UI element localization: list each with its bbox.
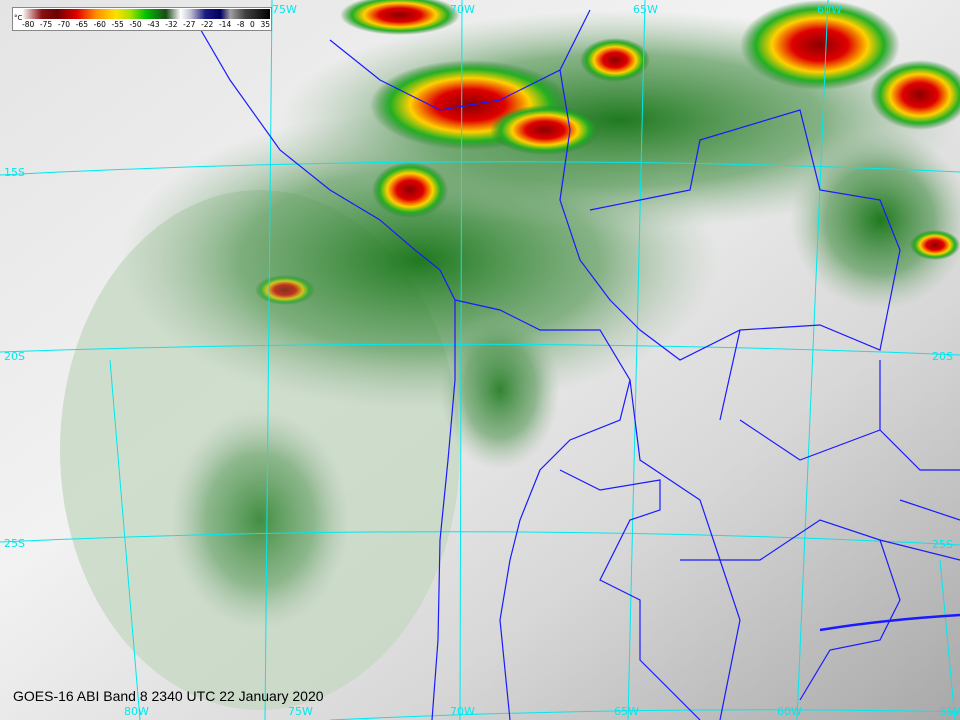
lat-label-left: 20S — [4, 350, 25, 363]
colorbar-ticks: -80 -75 -70 -65 -60 -55 -50 -43 -32 -27 … — [22, 20, 270, 29]
colorbar-tick: -65 — [75, 20, 88, 29]
colorbar-tick: -70 — [57, 20, 71, 29]
colorbar-tick: -14 — [218, 20, 232, 29]
lon-label-bottom: 60W — [777, 705, 802, 718]
lat-label-left: 25S — [4, 537, 25, 550]
colorbar-tick: -75 — [39, 20, 53, 29]
colorbar-tick: -50 — [129, 20, 142, 29]
temperature-colorbar: °C -80 -75 -70 -65 -60 -55 -50 -43 -32 -… — [12, 7, 272, 31]
lon-label-bottom: 75W — [288, 705, 313, 718]
colorbar-unit: °C — [14, 14, 23, 22]
colorbar-tick: -32 — [165, 20, 178, 29]
lat-label-left: 15S — [4, 166, 25, 179]
colorbar-tick: 0 — [250, 20, 255, 29]
lon-label-bottom: 80W — [124, 705, 149, 718]
lon-label-top: 60W — [817, 3, 842, 16]
colorbar-tick: -55 — [111, 20, 124, 29]
colorbar-tick: -8 — [236, 20, 245, 29]
lat-label-right: 20S — [932, 350, 953, 363]
lon-label-bottom: 55W — [940, 705, 960, 718]
colorbar-tick: -60 — [93, 20, 106, 29]
lon-label-bottom: 70W — [450, 705, 475, 718]
colorbar-tick: -22 — [201, 20, 214, 29]
lon-label-top: 75W — [272, 3, 297, 16]
colorbar-tick: -43 — [147, 20, 160, 29]
colorbar-tick: 35 — [260, 20, 270, 29]
lon-label-bottom: 65W — [614, 705, 639, 718]
colorbar-tick: -80 — [22, 20, 35, 29]
lon-label-top: 70W — [450, 3, 475, 16]
colorbar-gradient — [22, 9, 270, 19]
political-borders — [194, 9, 960, 720]
image-caption: GOES-16 ABI Band 8 2340 UTC 22 January 2… — [13, 688, 324, 704]
lon-label-top: 65W — [633, 3, 658, 16]
colorbar-tick: -27 — [183, 20, 196, 29]
lat-label-right: 25S — [932, 538, 953, 551]
